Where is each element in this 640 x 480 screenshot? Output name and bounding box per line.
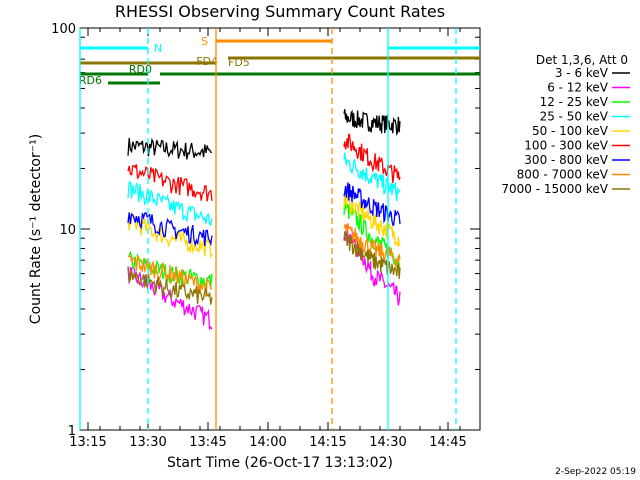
legend-label: 12 - 25 keV <box>540 95 609 109</box>
x-tick-label: 14:45 <box>429 435 466 450</box>
flag-label: N <box>154 42 162 55</box>
flag-label: S <box>201 35 208 48</box>
series-line <box>127 266 213 331</box>
y-axis: 1 10 100 <box>51 22 480 439</box>
series-line <box>127 181 213 227</box>
x-axis-label: Start Time (26-Oct-17 13:13:02) <box>167 455 393 471</box>
x-tick-label: 14:15 <box>309 435 346 450</box>
x-tick-label: 14:00 <box>249 435 286 450</box>
x-tick-label: 13:30 <box>129 435 166 450</box>
series-layer <box>127 109 401 331</box>
legend-label: 6 - 12 keV <box>547 81 609 95</box>
x-tick-label: 14:30 <box>369 435 406 450</box>
series-line <box>343 231 401 279</box>
y-axis-label: Count Rate (s⁻¹ detector⁻¹) <box>28 134 44 324</box>
x-axis: 13:15 13:30 13:45 14:00 14:15 14:30 14:45 <box>69 28 481 450</box>
y-tick-label: 1 <box>68 424 76 439</box>
y-tick-label: 100 <box>51 22 76 37</box>
legend-label: 3 - 6 keV <box>555 66 609 80</box>
legend-label: 100 - 300 keV <box>524 139 608 153</box>
flag-label: RD6 <box>79 74 102 87</box>
series-line <box>343 191 401 248</box>
series-line <box>343 152 401 202</box>
series-line <box>343 109 401 137</box>
flag-label: FD5 <box>228 56 250 69</box>
series-line <box>343 133 401 183</box>
series-line <box>127 255 213 297</box>
legend-label: 50 - 100 keV <box>532 124 609 138</box>
series-line <box>343 182 401 226</box>
legend-label: 7000 - 15000 keV <box>501 182 608 196</box>
x-tick-label: 13:15 <box>69 435 106 450</box>
flag-label: FD4 <box>196 55 218 68</box>
series-line <box>127 250 213 290</box>
event-lines <box>79 28 457 430</box>
series-line <box>127 164 213 202</box>
y-tick-label: 10 <box>59 223 76 238</box>
series-line <box>127 212 213 247</box>
series-line <box>343 223 401 268</box>
legend-label: 300 - 800 keV <box>524 153 608 167</box>
legend-label: 25 - 50 keV <box>540 110 609 124</box>
x-tick-label: 13:45 <box>189 435 226 450</box>
series-line <box>127 266 213 305</box>
flag-bars: N S FD4 FD5 RD0 RD6 <box>79 35 480 87</box>
chart-title: RHESSI Observing Summary Count Rates <box>115 2 445 21</box>
legend-title: Det 1,3,6, Att 0 <box>536 53 628 67</box>
legend-label: 800 - 7000 keV <box>517 168 609 182</box>
footer-date: 2-Sep-2022 05:19 <box>555 467 636 477</box>
flag-label: RD0 <box>129 63 152 76</box>
series-line <box>127 137 213 160</box>
